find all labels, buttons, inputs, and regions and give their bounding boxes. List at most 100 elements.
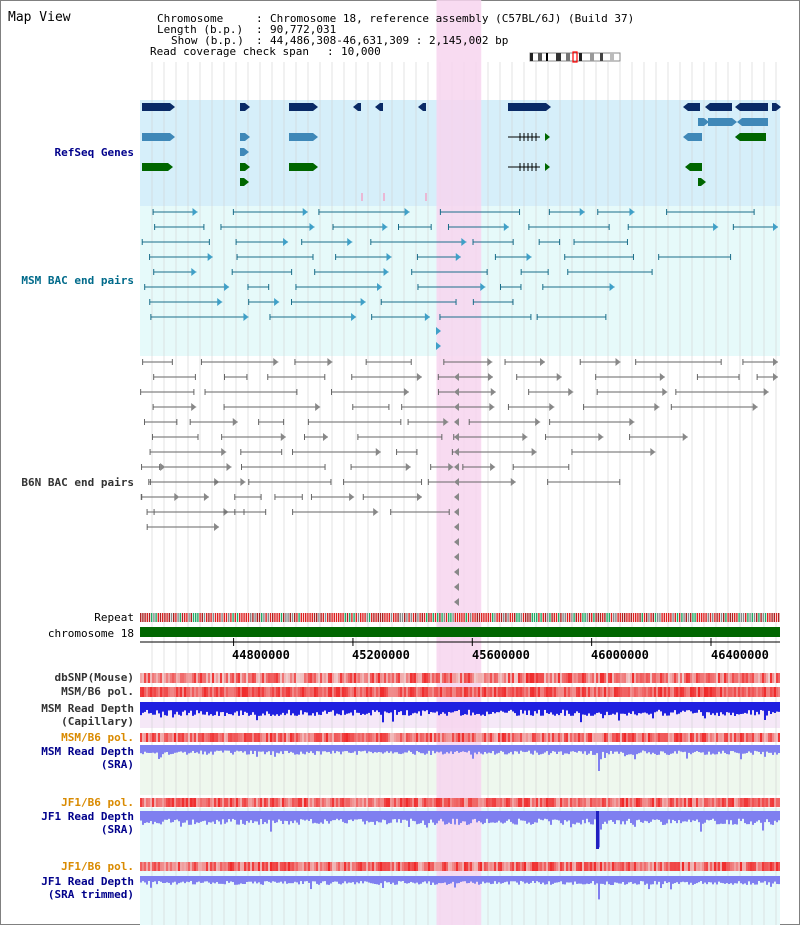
repeat-element	[355, 613, 357, 622]
track-label-dbsnp[interactable]: dbSNP(Mouse)	[54, 671, 134, 684]
track-label-chromosome[interactable]: chromosome 18	[47, 627, 134, 640]
dbsnp-density-cell	[714, 673, 716, 683]
msm-b6-pol-density-cell	[730, 687, 732, 697]
track-label-jf1-depth-trim[interactable]: JF1 Read Depth	[41, 875, 134, 888]
jf1-b6-pol-density-cell	[234, 798, 236, 807]
jf1-b6-pol-density-cell	[314, 798, 316, 807]
track-label-jf1-depth-sra[interactable]: JF1 Read Depth	[41, 810, 134, 823]
jf1-sra-depth-bar	[304, 811, 306, 821]
jf1-trim-depth-bar	[512, 876, 514, 882]
jf1-trim-depth-bar	[542, 876, 544, 883]
track-label-jf1-b6-pol-2[interactable]: JF1/B6 pol.	[61, 860, 134, 873]
msm-sra-depth-bar	[730, 745, 732, 752]
dbsnp-density-cell	[278, 673, 280, 683]
msm-bac-end-marker	[773, 223, 778, 231]
jf1-sra-depth-bar	[410, 811, 412, 819]
jf1-sra-depth-bar	[380, 811, 382, 823]
msm-capillary-depth-bar	[208, 702, 210, 716]
jf1-sra-depth-bar	[704, 811, 706, 823]
track-label-msm-depth-sra[interactable]: MSM Read Depth	[41, 745, 134, 758]
msm-b6-pol-density-cell	[550, 687, 552, 697]
jf1-sra-depth-bar	[284, 811, 286, 821]
msm-b6-pol-density-cell	[614, 687, 616, 697]
jf1-trim-depth-bar	[666, 876, 668, 884]
track-label-msm-b6-pol-2[interactable]: MSM/B6 pol.	[61, 731, 134, 744]
jf1-b6-pol2-density-cell	[354, 862, 356, 871]
dbsnp-density-cell	[490, 673, 492, 683]
dbsnp-density-cell	[582, 673, 584, 683]
track-label-jf1-b6-pol[interactable]: JF1/B6 pol.	[61, 796, 134, 809]
track-label-b6n-bac[interactable]: B6N BAC end pairs	[21, 476, 134, 489]
msm-capillary-depth-bar	[738, 702, 740, 715]
msm-sra-depth-bar	[404, 745, 406, 753]
jf1-sra-depth-bar	[556, 811, 558, 820]
msm-b6-pol2-density-cell	[338, 733, 340, 742]
dbsnp-density-cell	[266, 673, 268, 683]
msm-b6-pol2-density-cell	[740, 733, 742, 742]
msm-sra-depth-bar	[762, 745, 764, 752]
jf1-b6-pol-density-cell	[398, 798, 400, 807]
msm-b6-pol-density-cell	[190, 687, 192, 697]
repeat-element	[608, 613, 610, 622]
jf1-trim-depth-bar	[390, 876, 392, 885]
jf1-b6-pol-density-cell	[348, 798, 350, 807]
msm-sra-depth-bar	[328, 745, 330, 752]
msm-b6-pol2-density-cell	[184, 733, 186, 742]
msm-sra-depth-bar	[468, 745, 470, 751]
msm-sra-depth-bar	[436, 745, 438, 752]
gene-arrow	[244, 148, 249, 156]
msm-capillary-depth-bar	[182, 702, 184, 712]
jf1-trim-depth-bar	[480, 876, 482, 884]
dbsnp-density-cell	[336, 673, 338, 683]
jf1-b6-pol-density-cell	[444, 798, 446, 807]
msm-b6-pol2-density-cell	[352, 733, 354, 742]
track-label-msm-depth-cap[interactable]: MSM Read Depth	[41, 702, 134, 715]
msm-b6-pol-density-cell	[742, 687, 744, 697]
msm-b6-pol-density-cell	[456, 687, 458, 697]
dbsnp-density-cell	[376, 673, 378, 683]
jf1-b6-pol-density-cell	[430, 798, 432, 807]
jf1-sra-depth-bar	[502, 811, 504, 824]
msm-b6-pol-density-cell	[718, 687, 720, 697]
dbsnp-density-cell	[422, 673, 424, 683]
repeat-element	[335, 613, 338, 622]
jf1-b6-pol-density-cell	[590, 798, 592, 807]
jf1-sra-depth-bar	[732, 811, 734, 825]
jf1-b6-pol-density-cell	[646, 798, 648, 807]
track-label-msm-bac[interactable]: MSM BAC end pairs	[21, 274, 134, 287]
repeat-element	[190, 613, 192, 622]
msm-b6-pol2-density-cell	[566, 733, 568, 742]
dbsnp-density-cell	[614, 673, 616, 683]
jf1-trim-depth-bar	[718, 876, 720, 882]
jf1-b6-pol-density-cell	[152, 798, 154, 807]
jf1-b6-pol-density-cell	[610, 798, 612, 807]
track-label-repeat[interactable]: Repeat	[94, 611, 134, 624]
jf1-sra-depth-bar	[442, 811, 444, 822]
jf1-b6-pol2-density-cell	[336, 862, 338, 871]
msm-b6-pol-density-cell	[182, 687, 184, 697]
msm-capillary-depth-bar	[226, 702, 228, 713]
msm-b6-pol2-density-cell	[554, 733, 556, 742]
jf1-b6-pol2-density-cell	[512, 862, 514, 871]
jf1-trim-depth-bar	[608, 876, 610, 885]
jf1-trim-depth-bar	[610, 876, 612, 885]
jf1-b6-pol-density-cell	[384, 798, 386, 807]
msm-b6-pol2-density-cell	[192, 733, 194, 742]
msm-b6-pol2-density-cell	[750, 733, 752, 742]
msm-sra-depth-bar	[768, 745, 770, 753]
repeat-element	[439, 613, 441, 622]
jf1-b6-pol-density-cell	[462, 798, 464, 807]
msm-b6-pol-density-cell	[216, 687, 218, 697]
repeat-element	[606, 613, 608, 622]
track-label-refseq[interactable]: RefSeq Genes	[54, 146, 134, 159]
track-label-msm-b6-pol[interactable]: MSM/B6 pol.	[61, 685, 134, 698]
dbsnp-density-cell	[238, 673, 240, 683]
dbsnp-density-cell	[352, 673, 354, 683]
repeat-element	[580, 613, 582, 622]
jf1-b6-pol-density-cell	[626, 798, 628, 807]
repeat-element	[210, 613, 212, 622]
msm-b6-pol2-density-cell	[564, 733, 566, 742]
jf1-trim-depth-bar	[586, 876, 588, 884]
msm-b6-pol-density-cell	[292, 687, 294, 697]
